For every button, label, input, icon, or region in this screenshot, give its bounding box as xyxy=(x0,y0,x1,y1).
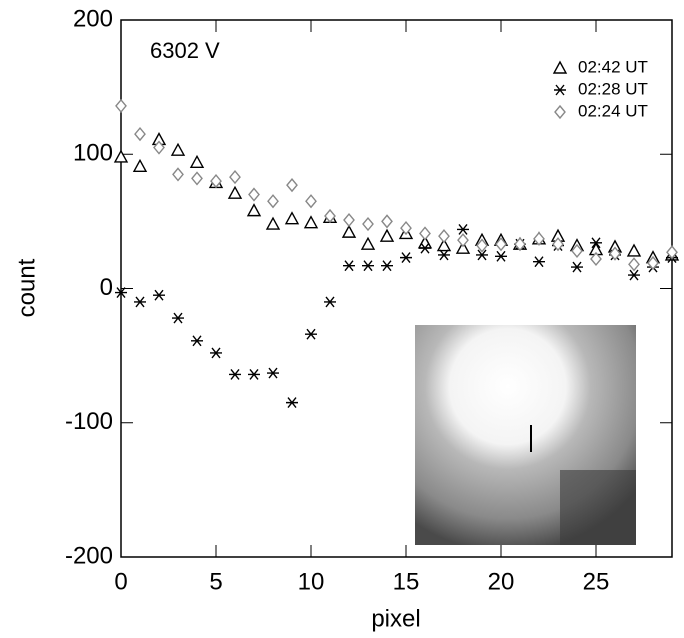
chart-title: 6302 V xyxy=(150,38,220,63)
x-tick-label: 10 xyxy=(298,568,325,595)
data-point xyxy=(455,240,471,254)
data-point xyxy=(552,237,564,252)
y-tick-label: -200 xyxy=(65,542,113,569)
data-point xyxy=(153,140,165,155)
data-point xyxy=(303,215,319,229)
data-point xyxy=(341,224,357,238)
data-point xyxy=(265,216,281,230)
data-point xyxy=(115,98,127,114)
data-point xyxy=(533,256,545,268)
data-point xyxy=(227,185,243,199)
data-point xyxy=(267,194,279,209)
data-point xyxy=(476,249,488,261)
data-point xyxy=(267,367,279,379)
data-point xyxy=(419,226,431,241)
data-point xyxy=(189,154,205,169)
legend-marker xyxy=(554,104,566,120)
data-point xyxy=(229,368,241,380)
data-point xyxy=(647,255,659,271)
data-point xyxy=(514,237,526,252)
data-point xyxy=(628,257,640,272)
data-point xyxy=(360,236,376,250)
data-point xyxy=(343,212,355,228)
y-tick-label: 200 xyxy=(73,5,113,32)
data-point xyxy=(134,127,146,142)
data-point xyxy=(400,252,412,264)
data-point xyxy=(113,149,129,163)
data-point xyxy=(132,158,148,173)
data-point xyxy=(590,237,602,249)
data-point xyxy=(191,335,203,347)
data-point xyxy=(210,347,222,359)
x-tick-label: 25 xyxy=(583,568,610,595)
data-point xyxy=(590,251,602,267)
data-point xyxy=(343,260,355,272)
data-point xyxy=(381,214,393,229)
y-axis-label: count xyxy=(13,258,40,317)
data-point xyxy=(571,243,583,259)
data-point xyxy=(571,261,583,273)
data-point xyxy=(134,296,146,308)
x-tick-label: 5 xyxy=(209,568,222,595)
data-point xyxy=(248,187,260,202)
data-point xyxy=(170,142,186,156)
data-point xyxy=(495,250,507,262)
data-point xyxy=(457,233,469,248)
data-point xyxy=(286,178,298,193)
data-point xyxy=(436,238,452,252)
legend-label: 02:42 UT xyxy=(578,57,648,76)
data-point xyxy=(284,211,300,225)
data-point xyxy=(115,287,127,298)
data-point xyxy=(438,229,450,244)
data-point xyxy=(362,260,374,272)
data-point xyxy=(286,397,298,409)
data-point xyxy=(172,167,184,182)
data-point xyxy=(533,231,545,246)
y-tick-label: -100 xyxy=(65,408,113,435)
data-point xyxy=(438,249,450,261)
data-point xyxy=(191,171,203,186)
y-tick-label: 100 xyxy=(73,140,113,167)
data-point xyxy=(305,328,317,340)
data-point xyxy=(457,223,469,235)
x-tick-label: 20 xyxy=(488,568,515,595)
legend-marker xyxy=(552,60,568,74)
x-tick-label: 0 xyxy=(114,568,127,595)
data-point xyxy=(400,220,412,236)
data-point xyxy=(379,228,395,242)
data-point xyxy=(419,242,431,254)
data-point xyxy=(248,368,260,380)
data-point xyxy=(609,246,621,261)
legend-label: 02:24 UT xyxy=(578,101,648,120)
data-point xyxy=(628,269,640,281)
data-point xyxy=(172,312,184,324)
data-point xyxy=(324,208,336,224)
data-point xyxy=(153,289,165,301)
data-point xyxy=(495,237,507,252)
data-point xyxy=(362,216,374,232)
data-point xyxy=(626,243,642,257)
legend-label: 02:28 UT xyxy=(578,79,648,98)
data-point xyxy=(305,194,317,209)
data-point xyxy=(666,245,678,260)
data-point xyxy=(476,238,488,253)
data-point xyxy=(229,169,241,185)
y-tick-label: 0 xyxy=(100,274,113,301)
x-axis-label: pixel xyxy=(371,605,420,632)
data-point xyxy=(324,296,336,308)
x-tick-label: 15 xyxy=(393,568,420,595)
data-point xyxy=(210,174,222,189)
legend-marker xyxy=(554,84,566,96)
data-point xyxy=(246,203,262,217)
inset-image xyxy=(415,325,636,545)
data-point xyxy=(381,260,393,272)
